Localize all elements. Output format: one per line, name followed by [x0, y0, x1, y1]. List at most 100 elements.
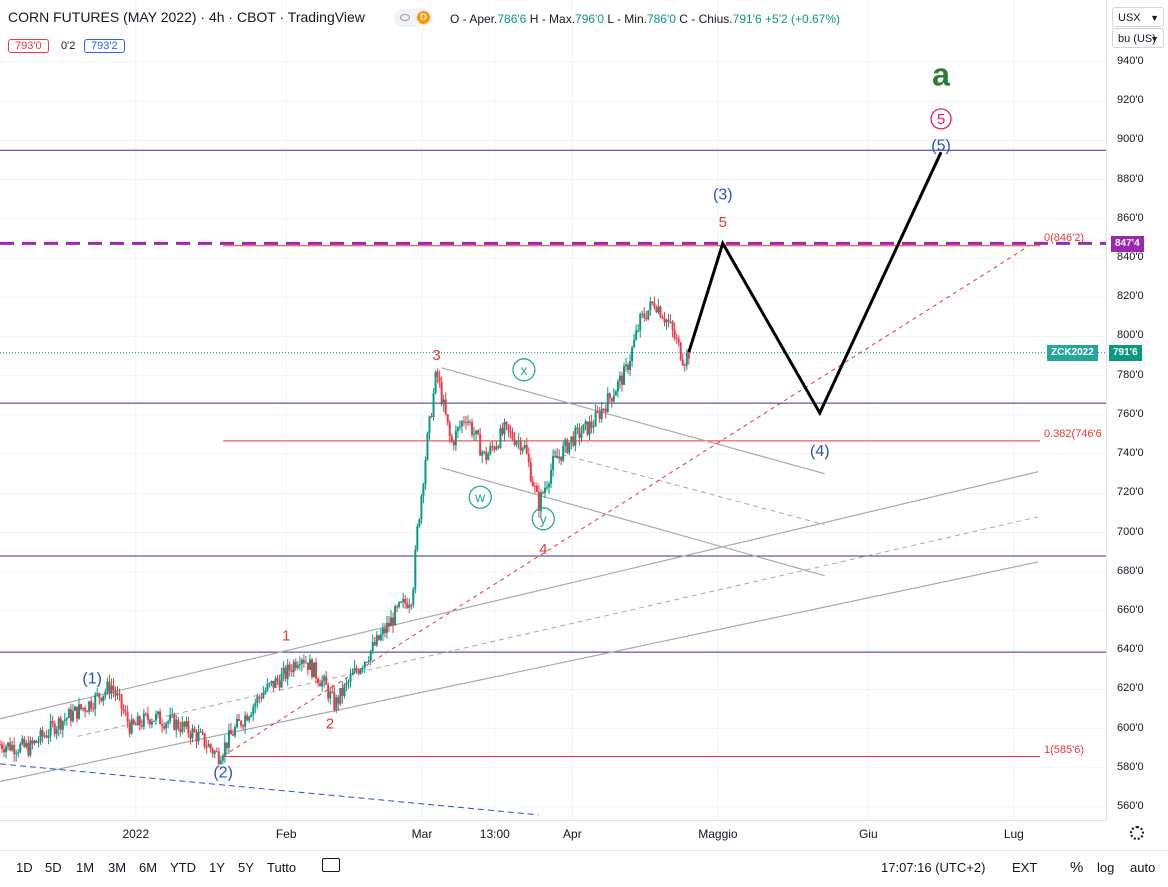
- candle-body: [608, 393, 611, 399]
- candle-body: [193, 728, 196, 732]
- candle-body: [394, 606, 397, 626]
- ask-price[interactable]: 793'2: [84, 39, 125, 53]
- candle-body: [592, 426, 595, 428]
- chevron-down-icon: ▼: [1150, 34, 1159, 44]
- candle-body: [106, 681, 109, 692]
- candle-body: [635, 330, 638, 340]
- wave-label-red: 5: [719, 214, 727, 231]
- range-button-1m[interactable]: 1M: [76, 860, 95, 875]
- range-button-5d[interactable]: 5D: [45, 860, 62, 875]
- candle-body: [31, 740, 34, 744]
- range-button-tutto[interactable]: Tutto: [267, 860, 297, 875]
- range-button-ytd[interactable]: YTD: [170, 860, 196, 875]
- currency-select[interactable]: USX ▼: [1112, 7, 1164, 27]
- candle-body: [41, 730, 44, 737]
- candle-body: [304, 662, 307, 664]
- candle-body: [205, 746, 208, 748]
- calendar-icon[interactable]: [322, 858, 340, 872]
- candle-body: [191, 728, 194, 739]
- unit-select[interactable]: bu (US) ▼: [1112, 28, 1164, 48]
- auto-toggle[interactable]: auto: [1130, 860, 1156, 875]
- candle-body: [288, 664, 291, 671]
- candle-body: [667, 319, 670, 322]
- candle-body: [651, 301, 654, 303]
- visibility-pill[interactable]: D: [394, 9, 432, 27]
- time-tick-label: Maggio: [698, 827, 738, 841]
- range-button-1y[interactable]: 1Y: [209, 860, 225, 875]
- candle-body: [373, 642, 376, 646]
- candle-body: [108, 681, 111, 694]
- fib-label-0: 0(846'2): [1044, 232, 1085, 244]
- wave-label-blue: (3): [713, 186, 733, 203]
- candle-body: [637, 330, 640, 332]
- candle-body: [392, 617, 395, 626]
- bid-box[interactable]: 793'0: [8, 36, 49, 56]
- candle-body: [345, 682, 348, 685]
- candle-body: [47, 735, 50, 738]
- spread-value: 0'2: [61, 40, 76, 52]
- candle-body: [584, 421, 587, 425]
- candle-body: [371, 642, 374, 651]
- price-axis[interactable]: 940'0 920'0 900'0 880'0 860'0 840'0 820'0 800'0…: [1106, 0, 1168, 820]
- time-tick-label: Lug: [1003, 827, 1024, 841]
- red-trendline: [222, 245, 1029, 757]
- candle-body: [574, 427, 577, 446]
- candle-body: [657, 306, 660, 313]
- candle-body: [469, 421, 472, 423]
- candle-body: [278, 680, 281, 688]
- candle-body: [523, 445, 526, 448]
- candle-body: [207, 744, 210, 747]
- candle-body: [420, 495, 423, 520]
- candle-body: [357, 670, 360, 674]
- candle-body: [296, 665, 299, 668]
- clock-display[interactable]: 17:07:16 (UTC+2): [881, 860, 986, 875]
- candle-body: [645, 317, 648, 320]
- candle-body: [562, 445, 565, 461]
- candle-body: [266, 683, 269, 691]
- candle-body: [590, 421, 593, 428]
- candle-body: [33, 740, 36, 744]
- candle-body: [73, 706, 76, 711]
- candle-body: [533, 485, 536, 487]
- level-price-tag: 847'4: [1111, 236, 1144, 252]
- candle-body: [343, 684, 346, 696]
- price-tick-label: 580'0: [1117, 760, 1144, 773]
- percent-toggle[interactable]: %: [1070, 859, 1084, 876]
- last-price-tag: 791'6: [1109, 345, 1142, 361]
- range-button-5y[interactable]: 5Y: [238, 860, 254, 875]
- range-button-1d[interactable]: 1D: [16, 860, 33, 875]
- price-chart[interactable]: (1) (2) (3) (4) (5) 1 2 3 4 5 w x y 5 a: [0, 0, 1106, 820]
- candle-body: [505, 421, 508, 425]
- settings-gear-icon[interactable]: [1130, 826, 1144, 840]
- bid-price[interactable]: 793'0: [8, 39, 49, 53]
- candle-body: [620, 375, 623, 385]
- candle-body: [618, 375, 621, 382]
- range-button-3m[interactable]: 3M: [108, 860, 127, 875]
- candle-body: [161, 724, 164, 727]
- candle-body: [485, 451, 488, 461]
- candle-body: [353, 668, 356, 673]
- candle-body: [88, 701, 91, 712]
- ext-toggle[interactable]: EXT: [1012, 860, 1038, 875]
- candle-body: [21, 738, 24, 744]
- log-toggle[interactable]: log: [1097, 860, 1115, 875]
- descending-channel-upper: [441, 367, 825, 475]
- candle-body: [136, 716, 139, 726]
- candle-body: [86, 711, 89, 713]
- ascending-channel-upper: [0, 471, 1039, 720]
- candle-body: [361, 667, 364, 670]
- eye-icon[interactable]: [400, 14, 410, 21]
- candle-body: [3, 749, 6, 753]
- candle-body: [323, 676, 326, 681]
- candle-body: [594, 411, 597, 427]
- candle-body: [511, 431, 514, 439]
- symbol-title[interactable]: CORN FUTURES (MAY 2022) · 4h · CBOT · Tr…: [8, 9, 365, 25]
- candle-body: [100, 697, 103, 702]
- candle-body: [292, 661, 295, 673]
- ask-box[interactable]: 793'2: [84, 36, 125, 56]
- candle-body: [400, 602, 403, 604]
- range-button-6m[interactable]: 6M: [139, 860, 158, 875]
- time-axis[interactable]: 2022 Feb Mar 13:00 Apr Maggio Giu Lug: [0, 820, 1106, 851]
- candle-body: [610, 398, 613, 402]
- wave-label-teal: w: [474, 489, 486, 505]
